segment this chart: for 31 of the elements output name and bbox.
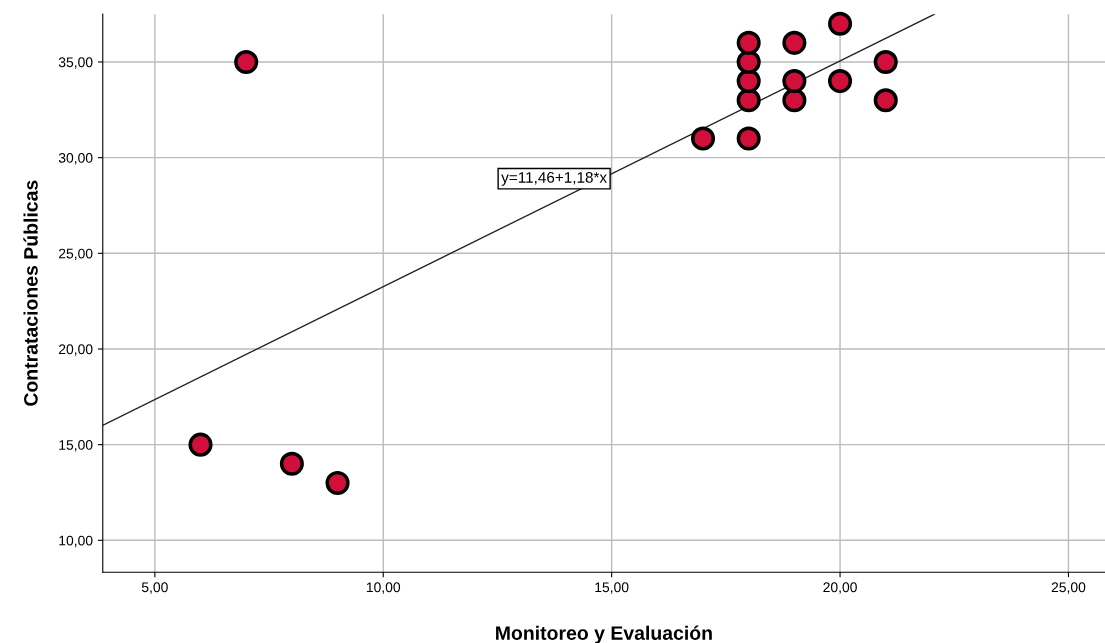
- point: [736, 69, 761, 94]
- point: [736, 88, 761, 113]
- point: [736, 49, 761, 75]
- point: [234, 49, 259, 75]
- y-tick-label: 25,00: [58, 248, 93, 261]
- x-tick-label: 10,00: [366, 582, 401, 594]
- point: [325, 470, 350, 495]
- point: [782, 30, 807, 55]
- y-tick-label: 10,00: [59, 535, 93, 548]
- point: [873, 88, 898, 113]
- point: [279, 451, 304, 476]
- x-tick-label: 20,00: [823, 582, 857, 594]
- point: [828, 69, 853, 94]
- x-tick-label: 5,00: [141, 582, 168, 594]
- point: [736, 30, 761, 55]
- point: [782, 88, 807, 113]
- annotation: y=11,46+1,18*x: [501, 171, 607, 186]
- point: [873, 49, 898, 75]
- point: [736, 126, 761, 151]
- y-tick-label: 20,00: [58, 344, 93, 356]
- x-tick-label: 25,00: [1051, 582, 1086, 594]
- y-axis-title: Contrataciones Públicas: [23, 180, 38, 406]
- y-tick-label: 30,00: [58, 152, 93, 165]
- y-tick-label: 35,00: [58, 57, 93, 69]
- x-axis-title: Monitoreo y Evaluación: [496, 625, 712, 643]
- y-tick-label: 15,00: [59, 439, 93, 452]
- point: [690, 126, 716, 151]
- point: [188, 432, 213, 457]
- point: [782, 69, 807, 94]
- x-tick-label: 15,00: [595, 582, 629, 594]
- point: [828, 11, 853, 36]
